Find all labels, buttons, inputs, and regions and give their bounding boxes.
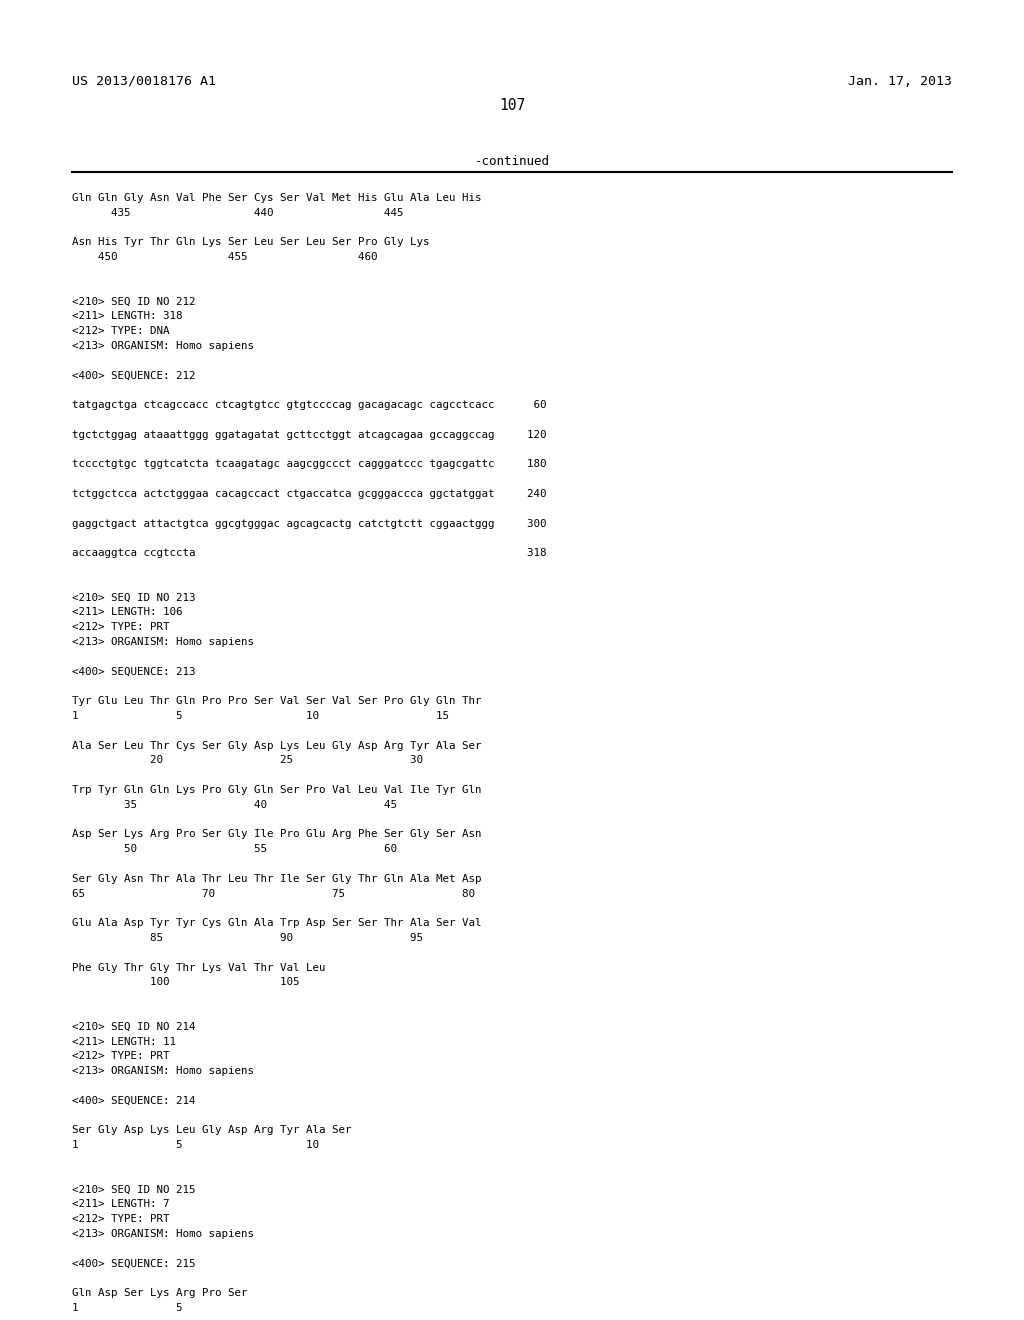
Text: Ser Gly Asn Thr Ala Thr Leu Thr Ile Ser Gly Thr Gln Ala Met Asp: Ser Gly Asn Thr Ala Thr Leu Thr Ile Ser …: [72, 874, 481, 884]
Text: Gln Gln Gly Asn Val Phe Ser Cys Ser Val Met His Glu Ala Leu His: Gln Gln Gly Asn Val Phe Ser Cys Ser Val …: [72, 193, 481, 203]
Text: 1               5                   10: 1 5 10: [72, 1140, 319, 1150]
Text: Ala Ser Leu Thr Cys Ser Gly Asp Lys Leu Gly Asp Arg Tyr Ala Ser: Ala Ser Leu Thr Cys Ser Gly Asp Lys Leu …: [72, 741, 481, 751]
Text: <213> ORGANISM: Homo sapiens: <213> ORGANISM: Homo sapiens: [72, 1229, 254, 1239]
Text: <210> SEQ ID NO 212: <210> SEQ ID NO 212: [72, 297, 196, 306]
Text: 65                  70                  75                  80: 65 70 75 80: [72, 888, 475, 899]
Text: Jan. 17, 2013: Jan. 17, 2013: [848, 75, 952, 88]
Text: 20                  25                  30: 20 25 30: [72, 755, 423, 766]
Text: Glu Ala Asp Tyr Tyr Cys Gln Ala Trp Asp Ser Ser Thr Ala Ser Val: Glu Ala Asp Tyr Tyr Cys Gln Ala Trp Asp …: [72, 919, 481, 928]
Text: tatgagctga ctcagccacc ctcagtgtcc gtgtccccag gacagacagc cagcctcacc      60: tatgagctga ctcagccacc ctcagtgtcc gtgtccc…: [72, 400, 547, 411]
Text: <210> SEQ ID NO 214: <210> SEQ ID NO 214: [72, 1022, 196, 1032]
Text: 100                 105: 100 105: [72, 977, 299, 987]
Text: Asp Ser Lys Arg Pro Ser Gly Ile Pro Glu Arg Phe Ser Gly Ser Asn: Asp Ser Lys Arg Pro Ser Gly Ile Pro Glu …: [72, 829, 481, 840]
Text: <400> SEQUENCE: 215: <400> SEQUENCE: 215: [72, 1258, 196, 1269]
Text: <211> LENGTH: 11: <211> LENGTH: 11: [72, 1036, 176, 1047]
Text: 1               5                   10                  15: 1 5 10 15: [72, 711, 449, 721]
Text: 85                  90                  95: 85 90 95: [72, 933, 423, 942]
Text: <212> TYPE: PRT: <212> TYPE: PRT: [72, 622, 170, 632]
Text: 450                 455                 460: 450 455 460: [72, 252, 378, 263]
Text: 50                  55                  60: 50 55 60: [72, 845, 397, 854]
Text: <213> ORGANISM: Homo sapiens: <213> ORGANISM: Homo sapiens: [72, 341, 254, 351]
Text: <212> TYPE: PRT: <212> TYPE: PRT: [72, 1052, 170, 1061]
Text: <213> ORGANISM: Homo sapiens: <213> ORGANISM: Homo sapiens: [72, 1067, 254, 1076]
Text: <211> LENGTH: 106: <211> LENGTH: 106: [72, 607, 182, 618]
Text: 1               5: 1 5: [72, 1303, 182, 1313]
Text: <212> TYPE: PRT: <212> TYPE: PRT: [72, 1214, 170, 1224]
Text: Ser Gly Asp Lys Leu Gly Asp Arg Tyr Ala Ser: Ser Gly Asp Lys Leu Gly Asp Arg Tyr Ala …: [72, 1126, 351, 1135]
Text: Tyr Glu Leu Thr Gln Pro Pro Ser Val Ser Val Ser Pro Gly Gln Thr: Tyr Glu Leu Thr Gln Pro Pro Ser Val Ser …: [72, 696, 481, 706]
Text: tctggctcca actctgggaa cacagccact ctgaccatca gcgggaccca ggctatggat     240: tctggctcca actctgggaa cacagccact ctgacca…: [72, 488, 547, 499]
Text: gaggctgact attactgtca ggcgtgggac agcagcactg catctgtctt cggaactggg     300: gaggctgact attactgtca ggcgtgggac agcagca…: [72, 519, 547, 528]
Text: -continued: -continued: [474, 154, 550, 168]
Text: 435                   440                 445: 435 440 445: [72, 207, 403, 218]
Text: accaaggtca ccgtccta                                                   318: accaaggtca ccgtccta 318: [72, 548, 547, 558]
Text: 35                  40                  45: 35 40 45: [72, 800, 397, 809]
Text: <210> SEQ ID NO 215: <210> SEQ ID NO 215: [72, 1184, 196, 1195]
Text: <400> SEQUENCE: 212: <400> SEQUENCE: 212: [72, 371, 196, 380]
Text: <210> SEQ ID NO 213: <210> SEQ ID NO 213: [72, 593, 196, 603]
Text: <400> SEQUENCE: 213: <400> SEQUENCE: 213: [72, 667, 196, 677]
Text: tgctctggag ataaattggg ggatagatat gcttcctggt atcagcagaa gccaggccag     120: tgctctggag ataaattggg ggatagatat gcttcct…: [72, 430, 547, 440]
Text: tcccctgtgc tggtcatcta tcaagatagc aagcggccct cagggatccc tgagcgattc     180: tcccctgtgc tggtcatcta tcaagatagc aagcggc…: [72, 459, 547, 470]
Text: Asn His Tyr Thr Gln Lys Ser Leu Ser Leu Ser Pro Gly Lys: Asn His Tyr Thr Gln Lys Ser Leu Ser Leu …: [72, 238, 429, 247]
Text: <211> LENGTH: 318: <211> LENGTH: 318: [72, 312, 182, 321]
Text: Trp Tyr Gln Gln Lys Pro Gly Gln Ser Pro Val Leu Val Ile Tyr Gln: Trp Tyr Gln Gln Lys Pro Gly Gln Ser Pro …: [72, 785, 481, 795]
Text: <211> LENGTH: 7: <211> LENGTH: 7: [72, 1200, 170, 1209]
Text: US 2013/0018176 A1: US 2013/0018176 A1: [72, 75, 216, 88]
Text: <213> ORGANISM: Homo sapiens: <213> ORGANISM: Homo sapiens: [72, 638, 254, 647]
Text: 107: 107: [499, 98, 525, 114]
Text: Gln Asp Ser Lys Arg Pro Ser: Gln Asp Ser Lys Arg Pro Ser: [72, 1288, 248, 1298]
Text: Phe Gly Thr Gly Thr Lys Val Thr Val Leu: Phe Gly Thr Gly Thr Lys Val Thr Val Leu: [72, 962, 326, 973]
Text: <212> TYPE: DNA: <212> TYPE: DNA: [72, 326, 170, 337]
Text: <400> SEQUENCE: 214: <400> SEQUENCE: 214: [72, 1096, 196, 1106]
